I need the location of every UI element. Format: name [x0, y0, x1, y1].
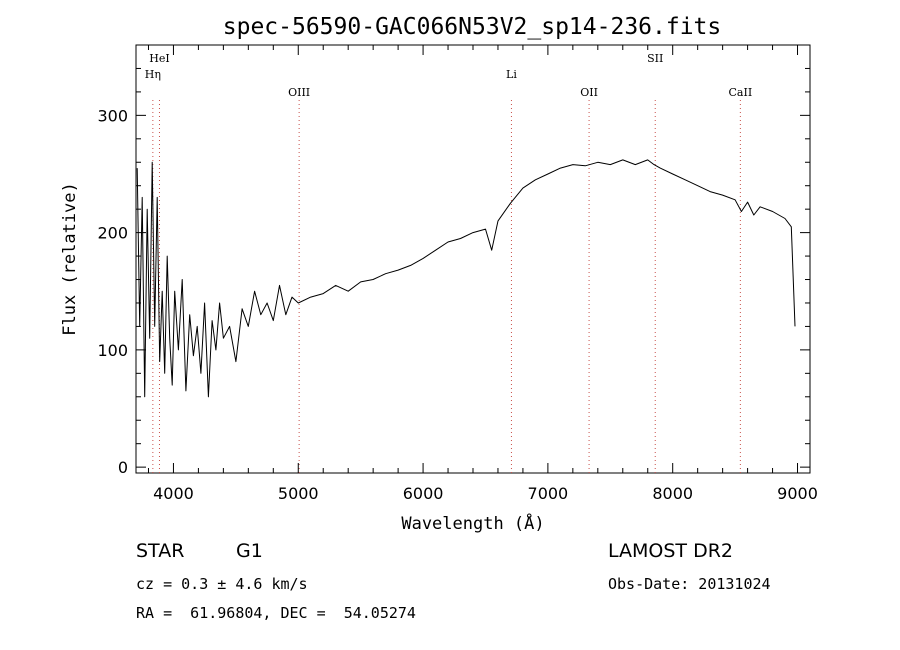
plot-frame — [135, 44, 811, 474]
line-label-0: HeI — [149, 52, 169, 65]
x-tick-label-4: 8000 — [652, 484, 693, 503]
survey-name: LAMOST DR2 — [608, 540, 733, 562]
x-tick-label-1: 5000 — [278, 484, 319, 503]
object-subclass: G1 — [236, 540, 263, 562]
y-tick-label-2: 200 — [97, 224, 128, 243]
y-tick-label-3: 300 — [97, 106, 128, 125]
line-label-5: SII — [647, 52, 663, 65]
line-label-1: Hη — [145, 68, 161, 81]
redshift-velocity: cz = 0.3 ± 4.6 km/s — [136, 575, 308, 593]
chart-title: spec-56590-GAC066N53V2_sp14-236.fits — [223, 14, 722, 40]
line-label-6: CaII — [729, 86, 753, 99]
y-tick-label-0: 0 — [118, 458, 128, 477]
x-tick-label-0: 4000 — [153, 484, 194, 503]
x-tick-label-5: 9000 — [777, 484, 818, 503]
x-axis-label: Wavelength (Å) — [401, 512, 544, 534]
y-tick-label-1: 100 — [97, 341, 128, 360]
coordinates: RA = 61.96804, DEC = 54.05274 — [136, 604, 416, 622]
line-label-4: OII — [580, 86, 598, 99]
y-axis-label: Flux (relative) — [60, 182, 80, 336]
line-label-3: Li — [506, 68, 517, 81]
x-tick-label-3: 7000 — [528, 484, 569, 503]
observation-date: Obs-Date: 20131024 — [608, 575, 771, 593]
spectrum-series-0 — [136, 159, 796, 398]
line-label-2: OIII — [288, 86, 310, 99]
object-class: STAR — [136, 540, 185, 562]
x-tick-label-2: 6000 — [403, 484, 444, 503]
